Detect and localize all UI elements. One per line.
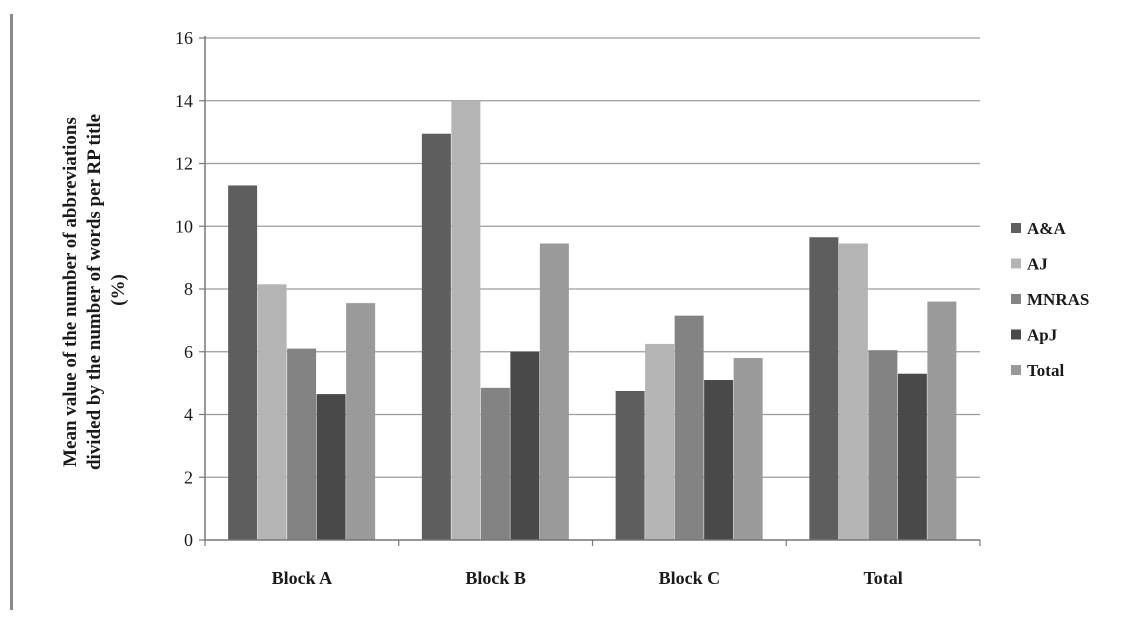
legend-label: AJ — [1027, 255, 1048, 274]
x-category-label: Total — [863, 568, 902, 588]
legend-label: A&A — [1027, 219, 1066, 238]
axes — [199, 36, 981, 546]
legend-swatch — [1011, 294, 1021, 304]
bar-apj-2 — [510, 351, 540, 540]
bar-aj-1 — [257, 284, 287, 540]
bar-mnras-2 — [480, 387, 510, 540]
y-tick-label: 10 — [175, 216, 193, 236]
x-category-label: Block B — [465, 568, 526, 588]
bar-apj-1 — [316, 394, 346, 540]
y-tick-labels: 0 2 4 6 8 10 12 14 16 — [175, 28, 193, 550]
bar-aj-3 — [645, 343, 675, 540]
y-tick-label: 0 — [184, 530, 193, 550]
y-axis-title-line-3: (%) — [108, 274, 129, 306]
legend-label: MNRAS — [1027, 290, 1089, 309]
frame-left-border — [10, 14, 13, 610]
bar-total-2 — [539, 243, 569, 540]
y-axis-title-line-2: divided by the number of words per RP ti… — [84, 114, 105, 470]
bar-total-1 — [346, 303, 376, 540]
legend-swatch — [1011, 329, 1021, 340]
y-tick-label: 6 — [184, 342, 193, 362]
x-category-label: Block A — [272, 568, 333, 588]
y-axis-title-line-1: Mean value of the number of abbreviation… — [60, 117, 81, 467]
y-tick-label: 8 — [184, 279, 193, 299]
bars — [228, 100, 957, 540]
bar-total-3 — [733, 358, 763, 540]
y-tick-label: 14 — [175, 91, 193, 111]
bar-aj-2 — [451, 100, 481, 540]
bar-aj-4 — [838, 243, 868, 540]
legend: A&A AJ MNRAS ApJ Total — [1011, 219, 1089, 380]
bar-total-4 — [927, 301, 957, 540]
bar-aa-3 — [615, 390, 645, 540]
y-axis-title: Mean value of the number of abbreviation… — [60, 110, 129, 470]
legend-label: ApJ — [1027, 326, 1058, 345]
bar-aa-1 — [228, 185, 258, 540]
legend-label: Total — [1027, 361, 1064, 380]
bar-aa-2 — [421, 133, 451, 540]
legend-swatch — [1011, 223, 1021, 233]
bar-mnras-4 — [868, 350, 898, 540]
y-tick-label: 12 — [175, 154, 193, 174]
bar-aa-4 — [809, 237, 839, 540]
legend-swatch — [1011, 258, 1021, 269]
y-tick-label: 2 — [184, 467, 193, 487]
bar-mnras-3 — [674, 315, 704, 540]
bar-apj-4 — [897, 373, 927, 540]
bar-apj-3 — [704, 379, 734, 540]
x-category-labels: Block A Block B Block C Total — [272, 568, 903, 588]
legend-swatch — [1011, 365, 1021, 375]
y-tick-label: 4 — [184, 405, 193, 425]
y-tick-label: 16 — [175, 28, 193, 48]
bar-mnras-1 — [287, 348, 317, 540]
x-category-label: Block C — [659, 568, 721, 588]
